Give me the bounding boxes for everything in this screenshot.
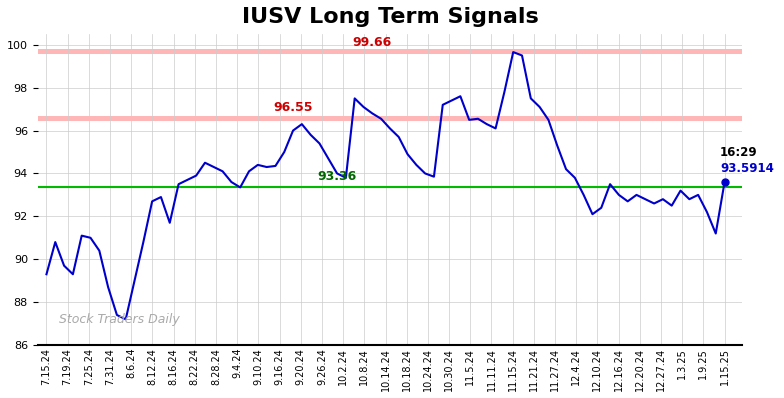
Text: 93.36: 93.36 (318, 170, 357, 183)
Bar (38, 116, 742, 121)
Title: IUSV Long Term Signals: IUSV Long Term Signals (241, 7, 539, 27)
Text: 93.5914: 93.5914 (720, 162, 774, 175)
Text: 96.55: 96.55 (274, 101, 313, 114)
Text: 16:29: 16:29 (720, 146, 758, 159)
Text: 99.66: 99.66 (353, 36, 392, 49)
Text: Stock Traders Daily: Stock Traders Daily (59, 313, 180, 326)
Bar (38, 49, 742, 55)
